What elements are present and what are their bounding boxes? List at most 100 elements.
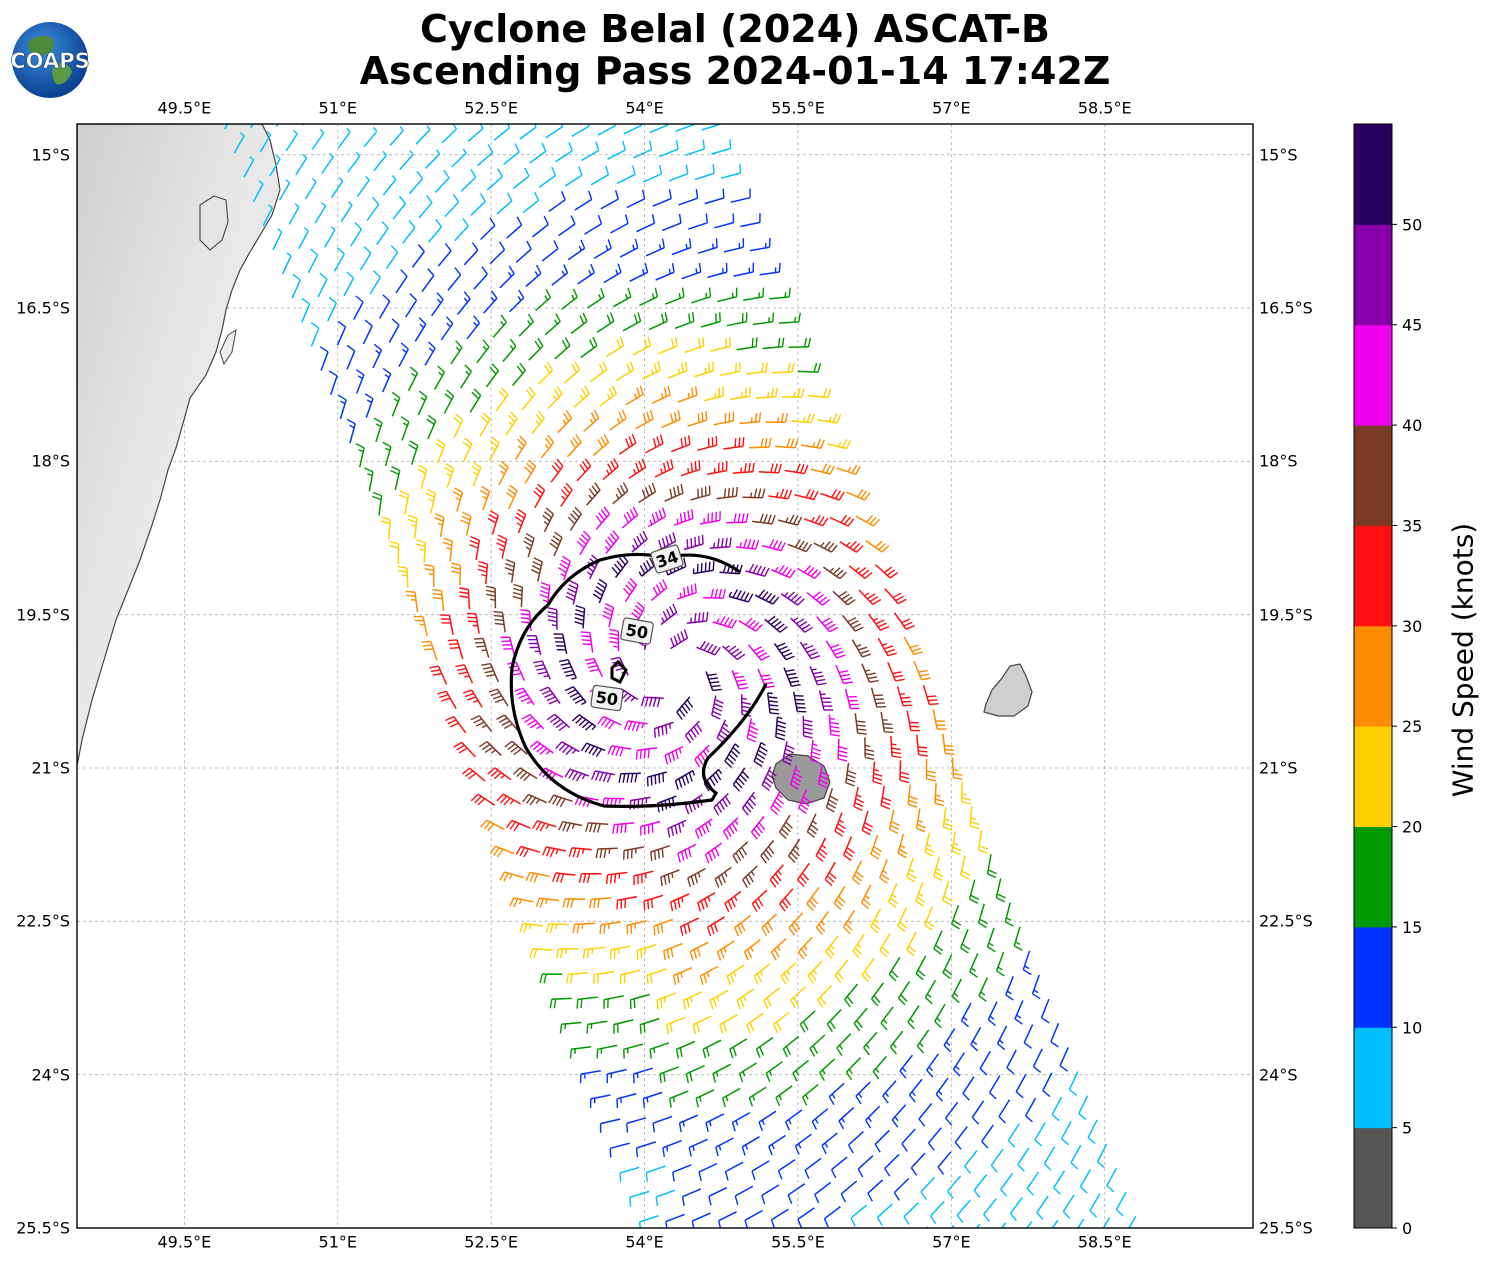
wind-barb — [861, 958, 875, 983]
wind-barb — [602, 602, 615, 628]
wind-barb — [747, 644, 770, 661]
wind-barb — [815, 911, 830, 936]
wind-barb — [825, 640, 846, 659]
wind-barb — [968, 879, 980, 904]
wind-barb — [844, 688, 860, 710]
wind-barb — [1006, 1049, 1017, 1075]
wind-barb — [840, 1180, 858, 1203]
wind-barb — [607, 745, 632, 757]
wind-barb — [752, 513, 776, 525]
wind-barb — [694, 361, 715, 378]
wind-barb — [642, 164, 663, 183]
wind-barb — [330, 177, 344, 199]
wind-barb — [649, 124, 669, 134]
wind-barb — [606, 871, 628, 885]
wind-barb — [772, 362, 795, 374]
wind-barb — [653, 918, 673, 936]
wind-barb — [791, 413, 815, 424]
wind-barb — [685, 1064, 705, 1084]
wind-barb — [778, 814, 793, 840]
lat-tick-left: 21°S — [31, 758, 70, 778]
wind-barb — [505, 819, 531, 832]
wind-barb — [535, 897, 560, 908]
wind-barb — [1060, 1120, 1072, 1146]
wind-barb — [558, 820, 583, 832]
wind-barb — [549, 997, 572, 1009]
wind-barb — [416, 539, 427, 563]
wind-barb — [340, 201, 353, 223]
wind-barb — [656, 992, 676, 1010]
wind-barb — [626, 919, 647, 935]
wind-barb — [389, 125, 404, 146]
wind-barb — [459, 364, 473, 389]
wind-barb — [369, 270, 381, 295]
wind-barb — [687, 411, 708, 427]
wind-barb — [483, 290, 498, 314]
wind-barb — [629, 263, 649, 282]
madagascar-land — [77, 124, 281, 767]
wind-barb — [653, 721, 674, 738]
wind-barb — [772, 1011, 790, 1034]
wind-contours — [509, 552, 768, 808]
wind-barb — [749, 237, 771, 252]
wind-barb — [1015, 1073, 1027, 1099]
wind-barb — [794, 488, 819, 501]
wind-barb — [806, 591, 831, 606]
wind-barb — [703, 768, 723, 792]
wind-barb — [633, 870, 654, 886]
wind-barb — [716, 940, 735, 961]
wind-barb — [579, 1070, 601, 1084]
wind-barb — [713, 792, 731, 816]
wind-barb — [363, 126, 378, 148]
wind-barb — [356, 176, 370, 197]
wind-barb — [580, 631, 594, 653]
wind-barb — [782, 741, 795, 766]
wind-barb — [729, 1038, 748, 1059]
wind-barb — [421, 640, 438, 661]
wind-barb — [761, 539, 786, 552]
wind-barb — [680, 460, 701, 477]
wind-barb — [707, 262, 728, 279]
wind-barb — [704, 188, 725, 205]
wind-barb — [684, 720, 703, 744]
wind-barb — [635, 409, 654, 430]
lon-tick-top: 51°E — [318, 98, 357, 118]
lon-tick-top: 58.5°E — [1077, 98, 1132, 118]
wind-barb — [995, 878, 1006, 903]
wind-barb — [444, 194, 460, 218]
wind-barb — [592, 433, 610, 457]
colorbar-tick-label: 30 — [1402, 617, 1422, 636]
wind-barb — [1026, 1171, 1040, 1196]
wind-barb — [765, 1061, 783, 1083]
wind-barb — [837, 738, 848, 762]
wind-barb — [580, 336, 598, 359]
wind-barb — [385, 245, 399, 270]
wind-barb — [650, 844, 671, 862]
wind-barb — [552, 872, 576, 883]
wind-barb — [569, 1045, 592, 1059]
wind-barb — [801, 1084, 819, 1106]
wind-barb — [584, 214, 603, 235]
wind-barb — [364, 393, 374, 418]
wind-barb — [768, 488, 793, 500]
wind-barb — [977, 903, 989, 929]
mauritius-island — [983, 663, 1033, 717]
wind-barb — [924, 906, 935, 931]
wind-barb — [544, 313, 561, 336]
wind-barb — [778, 312, 801, 324]
wind-barb — [639, 287, 659, 307]
wind-barb — [1070, 1144, 1082, 1170]
wind-barb — [740, 213, 761, 228]
wind-barb — [328, 370, 338, 395]
wind-barb — [1014, 1000, 1024, 1025]
wind-barb — [626, 1117, 647, 1133]
wind-barb — [558, 215, 576, 237]
wind-barb — [609, 409, 627, 431]
wind-barb — [576, 530, 591, 556]
wind-barb — [698, 1162, 718, 1182]
wind-barb — [576, 996, 598, 1009]
svg-text:50: 50 — [595, 688, 620, 710]
contour-34kt — [509, 603, 768, 808]
wind-barb — [703, 386, 724, 402]
wind-barb — [395, 269, 408, 294]
